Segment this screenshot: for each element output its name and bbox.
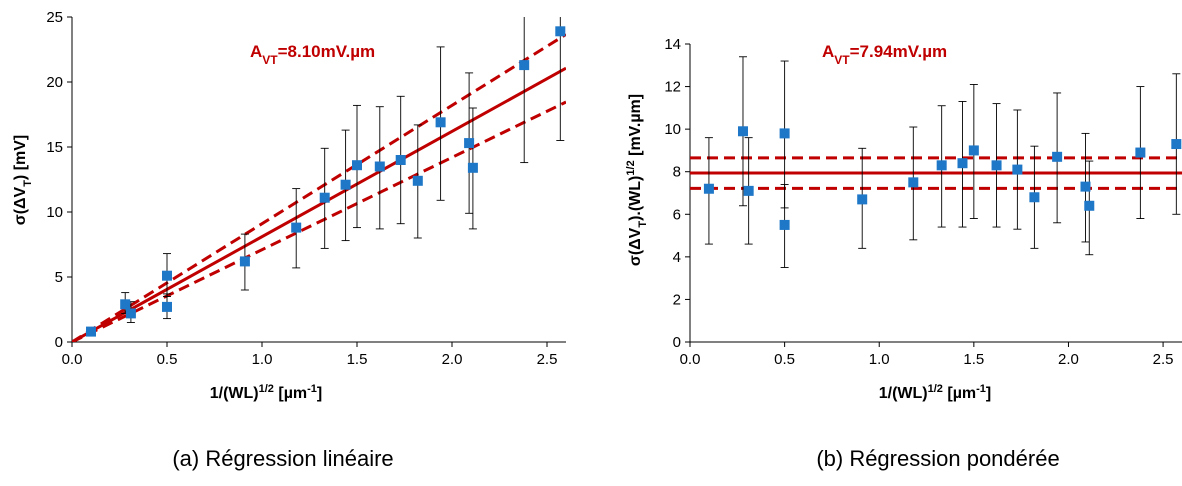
chart-a-ytick-label: 10 — [46, 204, 63, 221]
chart-b-ytick-label: 8 — [673, 164, 681, 181]
chart-b-plot-area — [690, 56, 1182, 268]
chart-a-data-point — [519, 60, 530, 71]
chart-a-xtick-label: 2.5 — [537, 351, 558, 368]
chart-b-data-point — [743, 185, 754, 196]
chart-b-xtick-label: 0.0 — [680, 351, 701, 368]
chart-a-ytick-label: 5 — [55, 269, 63, 286]
chart-a-data-point — [125, 308, 136, 319]
chart-b-ytick-label: 6 — [673, 206, 681, 223]
chart-b-data-point — [857, 194, 868, 205]
chart-b-data-point — [991, 160, 1002, 171]
chart-b-data-point — [779, 128, 790, 139]
chart-a-annotation: AVT=8.10mV.µm — [250, 42, 375, 67]
chart-b-xlabel: 1/(WL)1/2 [µm-1] — [879, 383, 992, 402]
chart-b-ytick-label: 2 — [673, 291, 681, 308]
chart-b-xtick-label: 2.0 — [1058, 351, 1079, 368]
chart-a-data-point — [467, 162, 478, 173]
chart-b-data-point — [957, 158, 968, 169]
chart-b-caption: (b) Régression pondérée — [816, 446, 1059, 471]
chart-a-data-point — [464, 138, 475, 149]
chart-a-data-point — [86, 326, 96, 337]
chart-b-data-point — [1012, 164, 1023, 175]
chart-b-ytick-label: 4 — [673, 249, 681, 266]
chart-b-xtick-label: 2.5 — [1153, 351, 1174, 368]
chart-a-data-point — [162, 301, 172, 312]
chart-b-data-point — [737, 126, 748, 137]
chart-b-ylabel: σ(ΔVT).(WL)1/2 [mV.µm] — [625, 94, 649, 266]
chart-b-data-point — [779, 219, 790, 230]
chart-a-data-point — [352, 160, 362, 171]
chart-b-data-point — [1052, 151, 1063, 162]
chart-a-data-point — [555, 26, 566, 37]
chart-a-data-point — [340, 179, 351, 190]
chart-a-ytick-label: 0 — [55, 334, 63, 351]
chart-a-confidence-line — [72, 100, 566, 342]
chart-panel-a: 0 5 10 15 20 25 0.0 0.5 1.0 1.5 2.0 2.5 AVT=8.10mV.… — [12, 9, 566, 471]
chart-a-plot-area — [72, 17, 566, 342]
chart-b-ytick-label: 14 — [664, 36, 681, 53]
chart-a-xtick-label: 1.0 — [252, 351, 273, 368]
chart-a-xtick-label: 1.5 — [347, 351, 368, 368]
chart-a-marks: 0 5 10 15 20 25 0.0 0.5 1.0 1.5 2.0 2.5 — [46, 9, 566, 368]
chart-a-ytick-label: 20 — [46, 74, 63, 91]
chart-b-data-point — [908, 177, 919, 188]
chart-b-data-point — [1171, 139, 1182, 150]
chart-a-xtick-label: 0.5 — [157, 351, 178, 368]
chart-b-ytick-label: 0 — [673, 334, 681, 351]
chart-a-xtick-label: 0.0 — [62, 351, 83, 368]
chart-b-data-point — [703, 183, 714, 194]
chart-b-xtick-label: 0.5 — [774, 351, 795, 368]
chart-b-xtick-label: 1.0 — [869, 351, 890, 368]
chart-a-confidence-line — [72, 33, 566, 342]
chart-a-ylabel: σ(ΔVT) [mV] — [12, 135, 34, 226]
chart-a-data-point — [162, 270, 172, 281]
chart-b-data-point — [1029, 192, 1040, 203]
chart-a-data-point — [435, 117, 446, 128]
chart-b-ytick-label: 12 — [664, 79, 681, 96]
chart-panel-b: 0 2 4 6 8 10 12 14 0.0 0.5 1.0 1.5 2.0 2.5 AVT=7.94mV… — [625, 36, 1182, 471]
chart-a-data-point — [120, 299, 131, 310]
chart-b-annotation: AVT=7.94mV.µm — [822, 42, 947, 67]
chart-b-data-point — [1084, 200, 1095, 211]
chart-a-xlabel: 1/(WL)1/2 [µm-1] — [210, 383, 323, 402]
chart-a-ytick-label: 15 — [46, 139, 63, 156]
chart-a-data-point — [291, 222, 302, 233]
chart-a-caption: (a) Régression linéaire — [172, 446, 393, 471]
chart-a-data-point — [239, 256, 250, 267]
chart-a-data-point — [395, 155, 406, 165]
chart-a-data-point — [319, 192, 330, 203]
chart-a-fit-line — [72, 66, 566, 342]
chart-b-data-point — [968, 145, 979, 156]
chart-a-ytick-label: 25 — [46, 9, 63, 26]
chart-a-data-point — [412, 175, 423, 186]
chart-a-data-point — [374, 161, 385, 172]
chart-b-ytick-label: 10 — [664, 121, 681, 138]
chart-b-data-point — [1080, 181, 1091, 192]
chart-b-marks: 0 2 4 6 8 10 12 14 0.0 0.5 1.0 1.5 2.0 2.5 — [664, 36, 1182, 368]
chart-b-data-point — [936, 160, 947, 171]
chart-b-xtick-label: 1.5 — [963, 351, 984, 368]
chart-a-xtick-label: 2.0 — [442, 351, 463, 368]
chart-b-data-point — [1135, 147, 1146, 158]
